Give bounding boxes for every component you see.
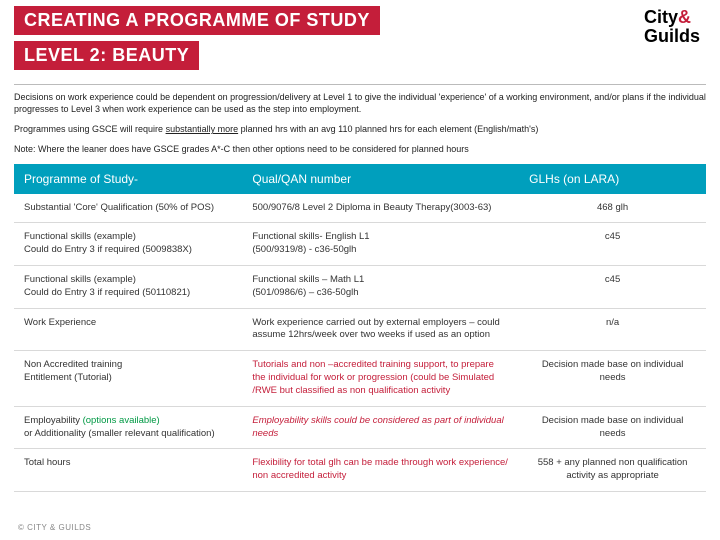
header-glh: GLHs (on LARA) [519,164,706,194]
cell: Work Experience [14,308,242,351]
programme-table: Programme of Study- Qual/QAN number GLHs… [14,164,706,492]
table-row: Functional skills (example) Could do Ent… [14,223,706,266]
cell: Flexibility for total glh can be made th… [242,449,519,492]
cell: Tutorials and non –accredited training s… [242,351,519,406]
cell: 500/9076/8 Level 2 Diploma in Beauty The… [242,194,519,223]
cell: Decision made base on individual needs [519,406,706,449]
cell: Substantial 'Core' Qualification (50% of… [14,194,242,223]
table-row: Work Experience Work experience carried … [14,308,706,351]
intro-para-1: Decisions on work experience could be de… [14,91,706,115]
table-row: Non Accredited training Entitlement (Tut… [14,351,706,406]
logo-line1: City [644,7,678,27]
table-row: Employability (options available) or Add… [14,406,706,449]
cell: c45 [519,223,706,266]
page-title-2: LEVEL 2: BEAUTY [14,41,199,70]
logo-amp: & [678,7,691,27]
intro-para-2: Programmes using GSCE will require subst… [14,123,706,135]
separator [14,84,706,85]
header-programme: Programme of Study- [14,164,242,194]
cell: n/a [519,308,706,351]
cell: Functional skills (example) Could do Ent… [14,223,242,266]
cell: Employability (options available) or Add… [14,406,242,449]
cell: Functional skills (example) Could do Ent… [14,266,242,309]
cell: Total hours [14,449,242,492]
cell: Functional skills – Math L1 (501/0986/6)… [242,266,519,309]
page-title-1: CREATING A PROGRAMME OF STUDY [14,6,380,35]
cell: 468 glh [519,194,706,223]
brand-logo: City& Guilds [644,8,700,46]
table-row: Total hours Flexibility for total glh ca… [14,449,706,492]
table-row: Substantial 'Core' Qualification (50% of… [14,194,706,223]
cell: 558 + any planned non qualification acti… [519,449,706,492]
logo-line2: Guilds [644,26,700,46]
cell: Work experience carried out by external … [242,308,519,351]
cell: Non Accredited training Entitlement (Tut… [14,351,242,406]
intro-para-3: Note: Where the leaner does have GSCE gr… [14,143,706,155]
cell: Employability skills could be considered… [242,406,519,449]
cell: Decision made base on individual needs [519,351,706,406]
table-header-row: Programme of Study- Qual/QAN number GLHs… [14,164,706,194]
header-qual: Qual/QAN number [242,164,519,194]
cell: c45 [519,266,706,309]
cell: Functional skills- English L1 (500/9319/… [242,223,519,266]
table-row: Functional skills (example) Could do Ent… [14,266,706,309]
copyright-footer: © CITY & GUILDS [18,523,91,532]
